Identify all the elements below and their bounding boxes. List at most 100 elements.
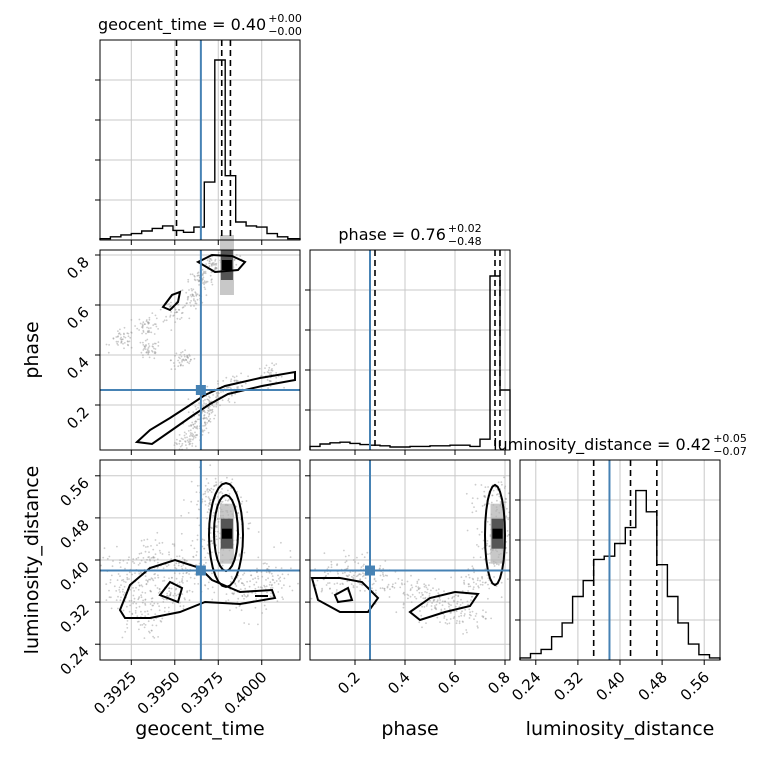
sample-point-phase_vs_geocent_time-311 (283, 386, 285, 389)
sample-point-luminosity_distance_vs_geocent_time-27 (135, 602, 138, 605)
sample-point-phase_vs_geocent_time-666 (204, 272, 207, 275)
sample-point-luminosity_distance_vs_geocent_time-38 (140, 594, 143, 597)
sample-point-luminosity_distance_vs_phase-525 (462, 621, 464, 623)
sample-point-phase_vs_geocent_time-551 (184, 305, 186, 307)
sample-point-luminosity_distance_vs_geocent_time-791 (153, 560, 156, 562)
sample-point-luminosity_distance_vs_geocent_time-66 (161, 597, 164, 599)
sample-point-phase_vs_geocent_time-483 (146, 330, 149, 333)
sample-point-phase_vs_geocent_time-100 (194, 420, 197, 423)
sample-point-luminosity_distance_vs_phase-306 (460, 576, 463, 579)
sample-point-luminosity_distance_vs_phase-236 (419, 610, 421, 612)
sample-point-phase_vs_geocent_time-193 (233, 401, 236, 404)
sample-point-luminosity_distance_vs_geocent_time-582 (271, 575, 274, 577)
sample-point-phase_vs_geocent_time-545 (188, 289, 190, 291)
sample-point-luminosity_distance_vs_phase-516 (449, 618, 452, 620)
sample-point-luminosity_distance_vs_phase-492 (496, 493, 498, 496)
sample-point-luminosity_distance_vs_phase-417 (475, 510, 478, 512)
sample-point-phase_vs_geocent_time-74 (194, 422, 196, 425)
sample-point-luminosity_distance_vs_phase-158 (382, 572, 384, 574)
sample-point-luminosity_distance_vs_geocent_time-338 (239, 537, 242, 539)
sample-point-phase_vs_geocent_time-601 (204, 288, 207, 290)
sample-point-luminosity_distance_vs_geocent_time-201 (194, 573, 197, 576)
sample-point-luminosity_distance_vs_geocent_time-361 (201, 500, 204, 503)
sample-point-luminosity_distance_vs_phase-147 (384, 560, 387, 562)
sample-point-phase_vs_geocent_time-274 (266, 379, 269, 381)
truth-marker-luminosity_distance-vs-geocent_time (195, 565, 206, 576)
sample-point-phase_vs_geocent_time-10 (191, 442, 194, 445)
sample-point-luminosity_distance_vs_phase-64 (347, 565, 349, 568)
sample-point-luminosity_distance_vs_geocent_time-190 (178, 555, 181, 558)
sample-point-luminosity_distance_vs_phase-406 (507, 518, 510, 521)
sample-point-luminosity_distance_vs_geocent_time-197 (181, 575, 184, 578)
sample-point-phase_vs_geocent_time-425 (130, 332, 133, 334)
sample-point-phase_vs_geocent_time-346 (190, 358, 192, 361)
sample-point-luminosity_distance_vs_phase-50 (329, 587, 331, 590)
sample-point-luminosity_distance_vs_phase-121 (379, 565, 382, 567)
sample-point-luminosity_distance_vs_phase-131 (387, 583, 390, 586)
sample-point-phase_vs_geocent_time-384 (142, 341, 144, 344)
sample-point-luminosity_distance_vs_geocent_time-584 (278, 577, 280, 580)
sample-point-phase_vs_geocent_time-272 (275, 372, 278, 374)
sample-point-luminosity_distance_vs_geocent_time-588 (290, 567, 292, 570)
sample-point-luminosity_distance_vs_geocent_time-439 (196, 484, 199, 487)
sample-point-luminosity_distance_vs_phase-102 (371, 587, 373, 590)
sample-point-luminosity_distance_vs_phase-359 (488, 562, 491, 564)
sample-point-luminosity_distance_vs_phase-229 (431, 602, 433, 604)
sample-point-luminosity_distance_vs_phase-177 (428, 584, 430, 587)
sample-point-luminosity_distance_vs_phase-128 (389, 588, 391, 591)
sample-point-luminosity_distance_vs_phase-551 (456, 620, 458, 622)
sample-point-luminosity_distance_vs_phase-275 (450, 611, 452, 614)
sample-point-luminosity_distance_vs_phase-475 (471, 497, 474, 499)
sample-point-phase_vs_geocent_time-680 (208, 257, 211, 260)
sample-point-luminosity_distance_vs_phase-330 (461, 590, 464, 592)
sample-point-phase_vs_geocent_time-704 (217, 251, 220, 254)
sample-point-luminosity_distance_vs_phase-360 (487, 553, 489, 556)
sample-point-luminosity_distance_vs_phase-34 (354, 561, 356, 563)
sample-point-luminosity_distance_vs_geocent_time-688 (119, 566, 122, 568)
sample-point-luminosity_distance_vs_geocent_time-732 (150, 577, 153, 580)
sample-point-luminosity_distance_vs_geocent_time-437 (231, 478, 234, 481)
sample-point-luminosity_distance_vs_geocent_time-32 (151, 624, 154, 627)
sample-point-luminosity_distance_vs_geocent_time-319 (190, 544, 193, 547)
sample-point-luminosity_distance_vs_geocent_time-378 (235, 505, 238, 508)
sample-point-luminosity_distance_vs_phase-319 (466, 600, 469, 603)
sample-point-luminosity_distance_vs_phase-68 (363, 556, 366, 559)
sample-point-luminosity_distance_vs_phase-539 (447, 597, 450, 600)
sample-point-luminosity_distance_vs_geocent_time-649 (138, 596, 141, 598)
sample-point-luminosity_distance_vs_geocent_time-695 (117, 573, 120, 575)
sample-point-phase_vs_geocent_time-481 (155, 317, 158, 320)
sample-point-luminosity_distance_vs_phase-0 (364, 590, 366, 592)
sample-point-luminosity_distance_vs_geocent_time-397 (217, 521, 220, 523)
sample-point-phase_vs_geocent_time-422 (128, 340, 131, 343)
sample-point-luminosity_distance_vs_geocent_time-787 (154, 573, 157, 575)
sample-point-luminosity_distance_vs_geocent_time-611 (260, 571, 263, 573)
hist-panel-phase-frame (309, 249, 511, 451)
sample-point-phase_vs_geocent_time-22 (183, 431, 186, 434)
sample-point-luminosity_distance_vs_geocent_time-536 (261, 575, 264, 578)
sample-point-phase_vs_geocent_time-610 (198, 284, 201, 286)
sample-point-luminosity_distance_vs_geocent_time-567 (250, 574, 253, 577)
sample-point-luminosity_distance_vs_geocent_time-606 (283, 584, 285, 587)
sample-point-phase_vs_geocent_time-566 (193, 299, 195, 302)
sample-point-luminosity_distance_vs_phase-66 (352, 559, 355, 561)
sample-point-phase_vs_geocent_time-275 (270, 380, 272, 383)
sample-point-luminosity_distance_vs_geocent_time-756 (168, 587, 170, 590)
sample-point-phase_vs_geocent_time-174 (214, 414, 217, 417)
sample-point-phase_vs_geocent_time-33 (174, 442, 176, 444)
sample-point-luminosity_distance_vs_geocent_time-23 (137, 598, 140, 601)
sample-point-luminosity_distance_vs_phase-510 (464, 608, 467, 611)
sample-point-luminosity_distance_vs_geocent_time-173 (173, 564, 176, 567)
sample-point-luminosity_distance_vs_phase-195 (406, 580, 409, 583)
sample-point-luminosity_distance_vs_phase-39 (350, 583, 353, 585)
sample-point-phase_vs_geocent_time-418 (117, 340, 119, 343)
sample-point-phase_vs_geocent_time-343 (174, 354, 176, 357)
sample-point-phase_vs_geocent_time-488 (145, 320, 148, 323)
sample-point-luminosity_distance_vs_phase-515 (476, 625, 479, 628)
sample-point-luminosity_distance_vs_geocent_time-460 (209, 499, 212, 501)
sample-point-luminosity_distance_vs_geocent_time-557 (247, 594, 249, 597)
sample-point-luminosity_distance_vs_geocent_time-393 (237, 512, 240, 514)
sample-point-phase_vs_geocent_time-387 (147, 353, 150, 356)
sample-point-luminosity_distance_vs_geocent_time-512 (243, 597, 245, 600)
sample-point-phase_vs_geocent_time-446 (120, 339, 123, 341)
sample-point-phase_vs_geocent_time-396 (144, 339, 147, 342)
